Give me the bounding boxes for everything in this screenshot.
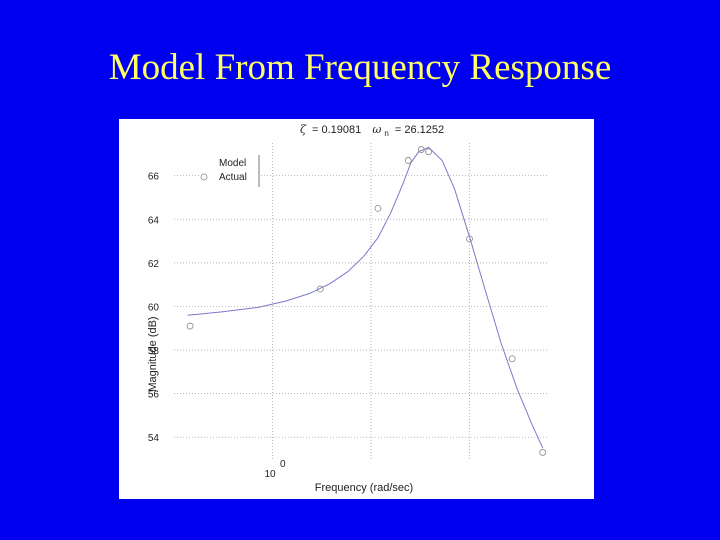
data-point-actual [374, 204, 382, 212]
data-point-actual [404, 157, 412, 164]
zeta-symbol: ζ [300, 123, 307, 136]
svg-text:ζ = 0.19081 ω: ζ = 0.19081 ω n = 26.1252 [300, 123, 444, 139]
data-point-actual [417, 146, 425, 153]
y-tick-label: 62 [148, 259, 160, 270]
zeta-value: = 0.19081 [312, 124, 361, 136]
legend-marker-actual [200, 173, 208, 181]
data-point-actual [425, 148, 433, 156]
x-tick-label: 10 [264, 469, 276, 480]
data-point-actual [466, 235, 473, 243]
y-axis-label: Magnitude (dB) [147, 316, 159, 391]
x-axis-label: Frequency (rad/sec) [315, 482, 413, 494]
data-point-actual [508, 355, 516, 363]
y-tick-label: 64 [148, 215, 160, 226]
y-tick-label: 54 [148, 433, 160, 444]
x-tick-exponent: 0 [280, 459, 286, 470]
data-point-actual [539, 449, 547, 456]
chart-figure: 10 0 Frequency (rad/sec) Magnitude (dB) … [119, 119, 594, 499]
magnitude-plot: 10 0 Frequency (rad/sec) Magnitude (dB) … [147, 123, 549, 494]
legend-label-actual: Actual [219, 172, 247, 183]
y-tick-label: 56 [148, 390, 160, 401]
omega-symbol: ω [372, 123, 381, 136]
y-tick-label: 66 [148, 172, 160, 183]
data-point-actual [316, 285, 324, 293]
series-line-model [187, 146, 544, 449]
legend-box [199, 155, 261, 187]
y-tick-label: 60 [148, 302, 160, 313]
axes-layer: 10 0 Frequency (rad/sec) Magnitude (dB) … [147, 172, 413, 494]
slide-title: Model From Frequency Response [108, 47, 612, 88]
series-layer [186, 146, 547, 456]
y-tick-label: 58 [148, 346, 160, 357]
legend: Model Actual [199, 155, 261, 187]
chart-title: ζ = 0.19081 ω n = 26.1252 [300, 123, 444, 139]
legend-label-model: Model [219, 158, 246, 169]
grid-layer [174, 143, 549, 459]
omega-value: = 26.1252 [395, 124, 444, 136]
omega-subscript: n [384, 129, 388, 138]
data-point-actual [186, 322, 194, 330]
